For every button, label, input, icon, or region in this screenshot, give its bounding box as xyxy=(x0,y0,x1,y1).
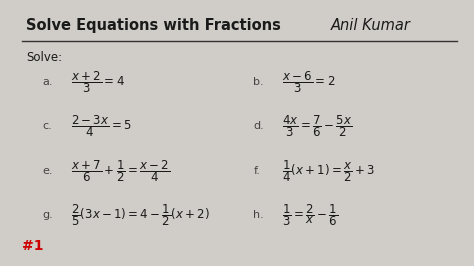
Text: $\dfrac{x+7}{6}+\dfrac{1}{2}=\dfrac{x-2}{4}$: $\dfrac{x+7}{6}+\dfrac{1}{2}=\dfrac{x-2}… xyxy=(71,158,170,184)
Text: b.: b. xyxy=(254,77,264,87)
Text: d.: d. xyxy=(254,122,264,131)
Text: g.: g. xyxy=(43,210,54,220)
Text: h.: h. xyxy=(254,210,264,220)
Text: Anil Kumar: Anil Kumar xyxy=(331,18,410,34)
Text: Solve Equations with Fractions: Solve Equations with Fractions xyxy=(26,18,281,34)
Text: Solve:: Solve: xyxy=(26,51,62,64)
Text: a.: a. xyxy=(43,77,53,87)
Text: $\dfrac{x-6}{3}=2$: $\dfrac{x-6}{3}=2$ xyxy=(282,69,335,95)
Text: $\dfrac{2-3x}{4}=5$: $\dfrac{2-3x}{4}=5$ xyxy=(71,114,131,139)
Text: #1: #1 xyxy=(21,239,43,253)
Text: $\dfrac{4x}{3}=\dfrac{7}{6}-\dfrac{5x}{2}$: $\dfrac{4x}{3}=\dfrac{7}{6}-\dfrac{5x}{2… xyxy=(282,114,352,139)
Text: e.: e. xyxy=(43,166,53,176)
Text: $\dfrac{2}{5}(3x-1)=4-\dfrac{1}{2}(x+2)$: $\dfrac{2}{5}(3x-1)=4-\dfrac{1}{2}(x+2)$ xyxy=(71,202,210,228)
Text: c.: c. xyxy=(43,122,52,131)
Text: $\dfrac{1}{3}=\dfrac{2}{x}-\dfrac{1}{6}$: $\dfrac{1}{3}=\dfrac{2}{x}-\dfrac{1}{6}$ xyxy=(282,202,338,228)
Text: f.: f. xyxy=(254,166,260,176)
Text: $\dfrac{x+2}{3}=4$: $\dfrac{x+2}{3}=4$ xyxy=(71,69,125,95)
Text: $\dfrac{1}{4}(x+1)=\dfrac{x}{2}+3$: $\dfrac{1}{4}(x+1)=\dfrac{x}{2}+3$ xyxy=(282,158,375,184)
